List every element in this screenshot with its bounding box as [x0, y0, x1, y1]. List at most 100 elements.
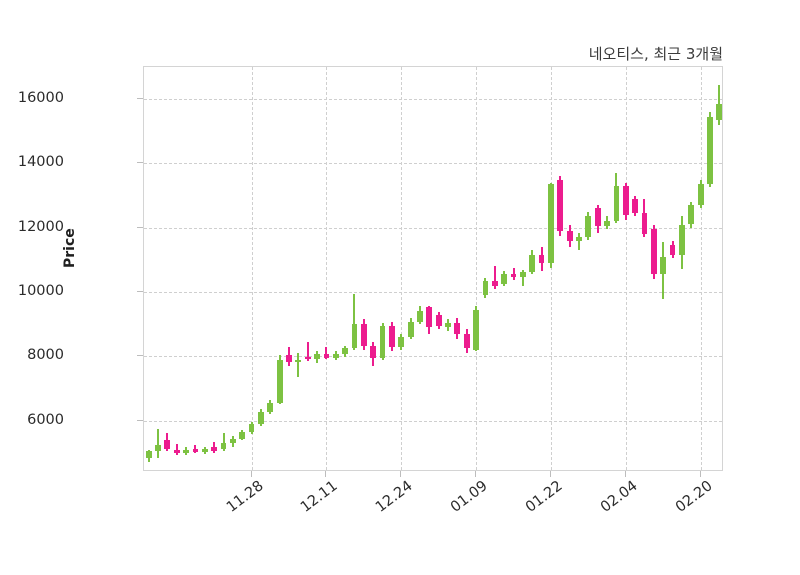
- candle-body: [211, 446, 218, 451]
- candle-wick: [306, 341, 309, 362]
- x-gridline: [476, 67, 478, 470]
- candle-body: [286, 354, 292, 363]
- x-tick-mark: [699, 471, 701, 477]
- candle-body: [482, 280, 489, 296]
- candle-body: [389, 325, 395, 348]
- candle-body: [379, 325, 386, 358]
- candle-wick: [175, 444, 178, 456]
- x-tick-mark: [325, 471, 327, 477]
- candle-body: [688, 205, 695, 225]
- x-gridline: [326, 67, 328, 470]
- candle-body: [660, 256, 667, 275]
- candle-body: [323, 354, 330, 358]
- candle-body: [342, 347, 349, 354]
- x-gridline: [625, 67, 627, 470]
- candle-body: [398, 337, 405, 348]
- candle-body: [267, 402, 274, 412]
- x-tick-label: 12.11: [298, 478, 342, 516]
- candle-wick: [222, 432, 225, 452]
- y-tick-label: 10000: [17, 283, 64, 299]
- y-gridline: [144, 420, 722, 422]
- y-gridline: [144, 99, 722, 101]
- candle-body: [548, 184, 554, 264]
- candle-body: [454, 322, 461, 334]
- candle-wick: [157, 428, 160, 459]
- candle-body: [697, 184, 704, 206]
- x-tick-mark: [250, 471, 252, 477]
- candle-wick: [578, 232, 580, 251]
- y-tick-label: 12000: [17, 218, 64, 235]
- y-tick-mark: [137, 226, 143, 228]
- y-tick-mark: [137, 291, 143, 292]
- y-tick-mark: [137, 419, 143, 421]
- candle-body: [566, 230, 573, 241]
- candle-body: [585, 216, 592, 238]
- candle-wick: [297, 353, 300, 378]
- candle-body: [510, 274, 517, 277]
- candle-body: [632, 198, 639, 214]
- candle-body: [426, 307, 433, 328]
- x-gridline: [251, 67, 253, 470]
- candle-body: [248, 424, 255, 433]
- x-tick-label: 01.22: [522, 478, 566, 516]
- candle-body: [155, 444, 161, 452]
- y-tick-mark: [137, 98, 143, 100]
- y-tick-mark: [137, 355, 143, 357]
- y-gridline: [144, 356, 722, 358]
- candle-body: [716, 103, 722, 121]
- candle-body: [173, 450, 180, 453]
- candle-body: [183, 449, 189, 453]
- y-gridline: [144, 227, 722, 229]
- candle-wick: [353, 293, 356, 351]
- candle-body: [332, 353, 339, 358]
- candle-body: [276, 359, 283, 403]
- plot-area: [143, 66, 723, 471]
- y-tick-label: 6000: [27, 411, 64, 428]
- candle-body: [295, 360, 302, 363]
- x-gridline: [401, 67, 403, 470]
- candle-body: [669, 245, 676, 256]
- x-tick-mark: [400, 471, 402, 477]
- y-tick-label: 8000: [27, 347, 64, 364]
- y-tick-label: 14000: [17, 154, 64, 171]
- candle-body: [463, 333, 470, 349]
- x-tick-label: 12.24: [373, 478, 416, 516]
- candle-body: [529, 255, 536, 273]
- candle-body: [407, 321, 414, 337]
- candle-body: [314, 354, 320, 360]
- candle-body: [201, 448, 208, 453]
- x-tick-label: 11.28: [223, 478, 267, 516]
- candle-wick: [512, 267, 515, 280]
- candle-wick: [493, 266, 496, 290]
- candle-body: [622, 185, 629, 215]
- candle-body: [501, 274, 508, 284]
- x-gridline: [700, 67, 702, 470]
- x-gridline: [550, 67, 552, 470]
- candle-body: [351, 324, 358, 348]
- x-tick-mark: [624, 471, 626, 477]
- candle-wick: [521, 269, 524, 286]
- y-gridline: [144, 292, 722, 293]
- candle-body: [360, 324, 367, 346]
- candle-body: [594, 208, 601, 227]
- candle-body: [576, 237, 582, 241]
- x-tick-mark: [475, 471, 477, 477]
- candle-body: [604, 221, 610, 227]
- candle-body: [145, 451, 152, 458]
- x-tick-mark: [549, 471, 551, 477]
- candle-body: [473, 309, 479, 350]
- candle-body: [650, 229, 657, 275]
- candle-wick: [325, 347, 328, 360]
- candle-body: [538, 255, 545, 264]
- y-tick-label: 16000: [17, 90, 64, 107]
- candle-body: [258, 411, 264, 425]
- candle-body: [435, 315, 442, 326]
- chart-title: 네오티스, 최근 3개월: [588, 45, 723, 63]
- candle-body: [220, 443, 227, 450]
- candle-body: [164, 439, 171, 449]
- candle-body: [641, 213, 648, 235]
- candle-body: [613, 185, 620, 222]
- candle-body: [239, 432, 246, 440]
- y-tick-mark: [137, 162, 143, 164]
